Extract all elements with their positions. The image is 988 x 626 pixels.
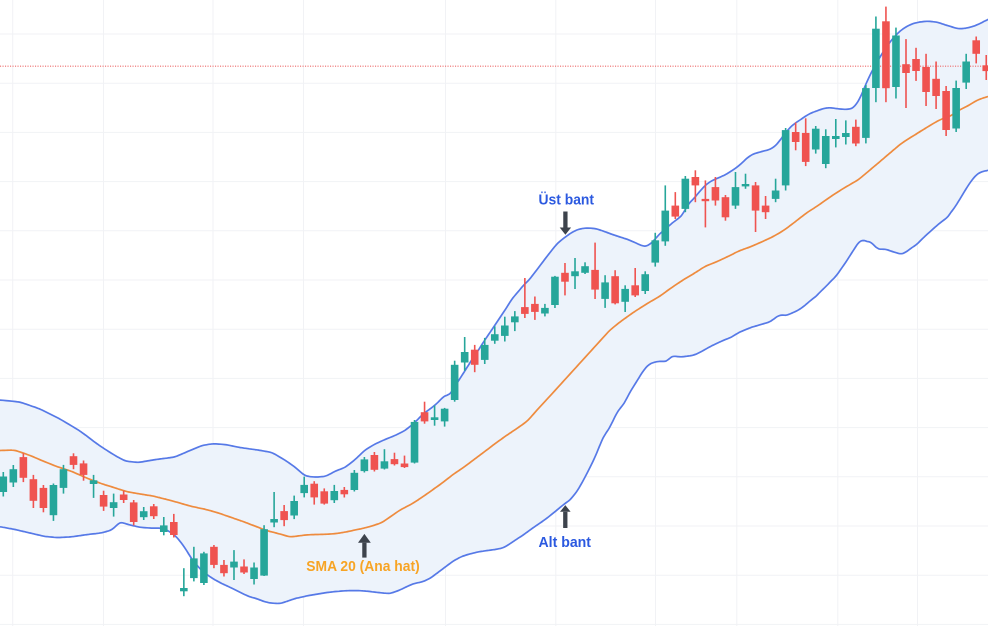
svg-text:Alt bant: Alt bant [539,534,592,551]
svg-text:Üst bant: Üst bant [539,192,595,209]
svg-text:SMA 20 (Ana hat): SMA 20 (Ana hat) [306,558,419,575]
